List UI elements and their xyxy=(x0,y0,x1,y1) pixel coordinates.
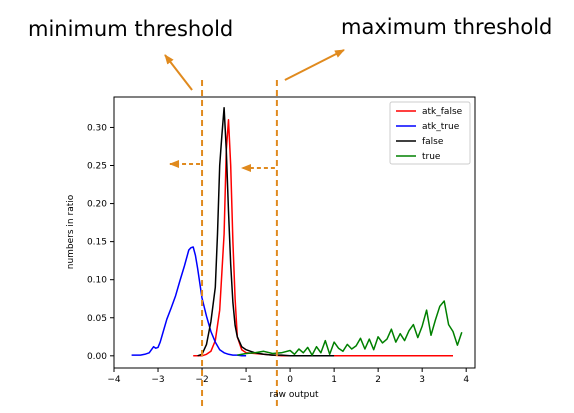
x-axis-label: raw output xyxy=(269,390,319,400)
plot-frame xyxy=(113,96,476,369)
y-tick-label: 0.15 xyxy=(87,238,107,248)
legend-label-atk-false: atk_false xyxy=(422,107,463,117)
threshold-markers xyxy=(164,49,345,408)
x-tick-label: −3 xyxy=(151,375,164,385)
x-tick-label: 3 xyxy=(419,375,425,385)
legend-label-atk-true: atk_true xyxy=(422,122,460,132)
plot-area xyxy=(131,106,463,357)
maximum-threshold-label: maximum threshold xyxy=(341,15,552,39)
y-axis-label: numbers in ratio xyxy=(66,194,76,269)
series-line-atk-true xyxy=(131,246,247,357)
legend-box xyxy=(389,101,471,165)
y-tick-label: 0.30 xyxy=(87,123,107,133)
y-tick-label: 0.05 xyxy=(87,314,107,324)
x-tick-label: 1 xyxy=(331,375,337,385)
x-tick-label: 0 xyxy=(287,375,293,385)
y-tick-label: 0.00 xyxy=(87,352,107,362)
y-tick-label: 0.10 xyxy=(87,276,107,286)
minimum-threshold-arrow xyxy=(164,54,193,91)
y-tick-label: 0.20 xyxy=(87,200,107,210)
x-tick-label: −4 xyxy=(107,375,121,385)
series-line-true xyxy=(237,300,463,356)
legend-label-true: true xyxy=(422,152,441,162)
legend-label-false: false xyxy=(422,137,444,147)
x-tick-label: −1 xyxy=(239,375,252,385)
series-line-false xyxy=(197,106,335,357)
y-tick-label: 0.25 xyxy=(87,162,107,172)
x-tick-label: 2 xyxy=(375,375,381,385)
maximum-threshold-arrow xyxy=(284,49,345,81)
x-tick-label: 4 xyxy=(463,375,469,385)
series-line-atk-false xyxy=(193,119,453,357)
minimum-threshold-label: minimum threshold xyxy=(28,17,233,41)
